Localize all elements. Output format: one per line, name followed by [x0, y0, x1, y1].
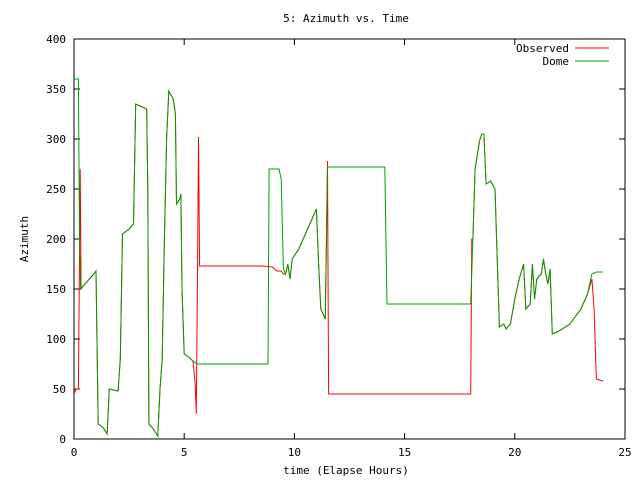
x-tick-label: 25 [618, 446, 631, 459]
y-tick-label: 200 [46, 233, 66, 246]
y-tick-label: 0 [59, 433, 66, 446]
y-tick-label: 250 [46, 183, 66, 196]
plot-frame [73, 38, 626, 440]
legend-label-observed: Observed [516, 42, 569, 55]
x-axis-label: time (Elapse Hours) [283, 464, 409, 477]
y-tick-label: 150 [46, 283, 66, 296]
x-tick-label: 15 [398, 446, 411, 459]
y-tick-label: 50 [53, 383, 66, 396]
y-tick-label: 300 [46, 133, 66, 146]
chart-title: 5: Azimuth vs. Time [283, 12, 409, 25]
x-tick-label: 20 [508, 446, 521, 459]
series-line-dome [74, 78, 603, 438]
y-tick-label: 350 [46, 83, 66, 96]
y-axis: 0 50 100 150 200 250 300 350 400 [46, 33, 625, 446]
series-layer [73, 78, 604, 438]
y-tick-label: 400 [46, 33, 66, 46]
x-tick-label: 0 [71, 446, 78, 459]
legend-label-dome: Dome [543, 55, 570, 68]
legend: Observed Dome [516, 42, 609, 68]
x-tick-label: 10 [288, 446, 301, 459]
x-axis: 0 5 10 15 20 25 [71, 39, 632, 459]
y-tick-label: 100 [46, 333, 66, 346]
x-tick-label: 5 [181, 446, 188, 459]
series-line-observed [73, 89, 604, 438]
y-axis-label: Azimuth [18, 216, 31, 262]
